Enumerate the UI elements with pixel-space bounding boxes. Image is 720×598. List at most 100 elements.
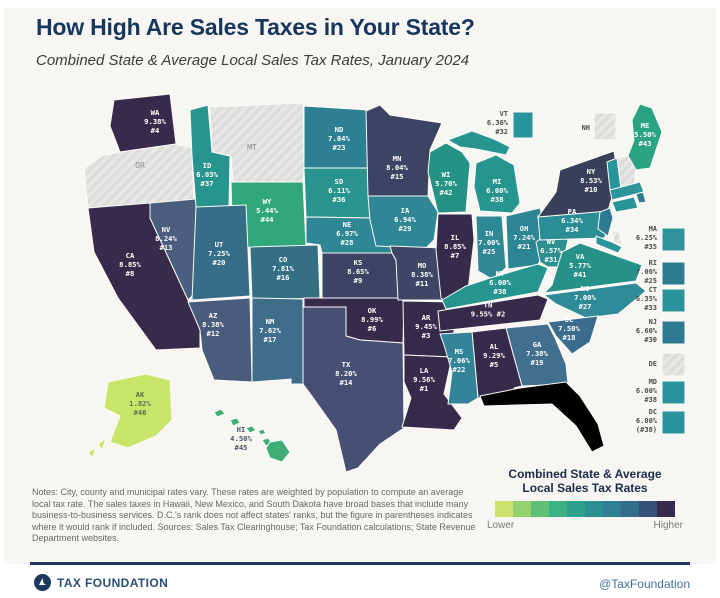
label-kansas: KS 8.65% #9 [347,258,369,285]
twitter-handle-link[interactable]: @TaxFoundation [599,577,690,591]
callout-swatch-new-hampshire [593,112,617,141]
tax-foundation-logo-icon [34,574,51,591]
label-wyoming: WY 5.44% #44 [256,197,278,224]
label-georgia: GA 7.38% #19 [526,340,548,367]
callout-label-new-jersey: NJ 6.60% #30 [636,318,658,344]
label-idaho: ID 6.03% #37 [196,161,218,188]
label-louisiana: LA 9.56% #1 [413,366,435,393]
label-kentucky: KY 6.00% #38 [489,269,511,296]
state-new-jersey [597,207,614,237]
legend-swatch [657,500,675,517]
state-mississippi [439,331,479,405]
state-hawaii-islet-3 [245,425,257,434]
state-hawaii-islet-4 [257,428,267,436]
state-louisiana [401,354,463,431]
label-texas: TX 8.20% #14 [335,360,357,387]
state-oregon [83,143,195,209]
callout-swatch-district-of-columbia [661,410,686,435]
page-title: How High Are Sales Taxes in Your State? [36,14,475,40]
state-maine [627,103,663,171]
label-alaska: AK 1.82% #46 [129,390,151,417]
brand: TAX FOUNDATION [34,574,168,591]
notes-text: Notes: City, county and municipal rates … [32,487,476,543]
legend-swatch [531,500,549,517]
label-mississippi: MS 7.06% #22 [448,347,470,374]
legend-title: Combined State & Average Local Sales Tax… [470,467,700,496]
label-utah: UT 7.25% #20 [208,240,230,267]
label-west-virginia: WV 6.57% #31 [540,237,562,264]
state-rhode-island [635,191,647,204]
legend-swatch [639,500,657,517]
state-utah [191,204,251,301]
callout-swatch-vermont [512,111,534,139]
label-maine: ME 5.50% #43 [634,121,656,148]
legend-lower-label: Lower [487,519,515,531]
label-colorado: CO 7.81% #16 [272,255,294,282]
state-kentucky [441,263,549,310]
footer: TAX FOUNDATION @TaxFoundation [0,570,720,598]
state-iowa [367,195,439,249]
state-north-carolina [542,282,647,319]
page-subtitle: Combined State & Average Local Sales Tax… [36,52,470,69]
callout-label-maryland: MD 6.00% #38 [636,378,658,404]
state-alaska [103,373,173,449]
label-south-dakota: SD 6.11% #36 [328,177,350,204]
label-nebraska: NE 6.97% #28 [336,220,358,247]
label-montana: MT [247,143,257,152]
label-nevada: NV 8.24% #13 [155,225,177,252]
label-oklahoma: OK 8.99% #6 [361,306,383,333]
label-arizona: AZ 8.38% #12 [202,311,224,338]
state-delaware [611,229,623,245]
state-hawaii-islet-1 [213,408,226,418]
legend-swatch [549,500,567,517]
footer-divider [30,562,690,565]
state-virginia [542,242,643,294]
label-illinois: IL 8.85% #7 [444,233,466,260]
legend-swatch [567,500,585,517]
state-maryland [595,235,623,254]
callout-swatch-massachusetts [661,227,686,252]
label-iowa: IA 6.94% #29 [394,206,416,233]
legend-swatch [603,500,621,517]
label-california: CA 8.85% #8 [119,251,141,278]
legend-color-ramp [495,500,675,517]
state-texas [302,306,405,473]
state-indiana [475,215,507,280]
legend-swatch [621,500,639,517]
callout-label-delaware: DE [649,360,657,368]
callout-swatch-rhode-island [661,261,686,286]
label-ohio: OH 7.24% #21 [513,224,535,251]
state-arizona [187,297,253,383]
state-hawaii-big-island [265,439,291,463]
legend-ramp-labels: Lower Higher [487,520,683,531]
label-oregon: OR [135,161,145,170]
state-new-hampshire [616,155,637,189]
state-idaho [189,104,231,208]
label-indiana: IN 7.00% #25 [478,229,500,256]
callout-swatch-new-jersey [661,320,686,345]
label-wisconsin: WI 5.70% #42 [435,170,457,197]
state-massachusetts [609,181,645,201]
state-wisconsin [427,142,471,214]
legend-higher-label: Higher [653,519,683,531]
callout-label-vermont: VT 6.36% #32 [487,110,509,136]
label-north-dakota: ND 7.04% #23 [328,125,350,152]
legend-title-line2: Local Sales Tax Rates [522,480,648,495]
label-new-york: NY 8.53% #10 [580,167,602,194]
label-south-carolina: SC 7.50% #18 [558,315,580,342]
label-michigan: MI 6.00% #38 [486,177,508,204]
state-tennessee [437,294,549,332]
label-new-mexico: NM 7.62% #17 [259,317,281,344]
callout-label-district-of-columbia: DC 6.00% (#38) [636,408,658,434]
label-north-carolina: NC 7.00% #27 [574,284,596,311]
label-pennsylvania: PA 6.34% #34 [561,207,583,234]
state-alaska-aleutians-2 [87,446,97,460]
label-washington: WA 9.38% #4 [144,108,166,135]
callout-swatch-delaware [661,352,686,377]
state-washington [109,93,177,153]
state-michigan-upper [446,130,511,156]
state-hawaii-islet-2 [229,417,241,427]
label-missouri: MO 8.38% #11 [411,261,433,288]
label-hawaii: HI 4.50% #45 [230,425,252,452]
